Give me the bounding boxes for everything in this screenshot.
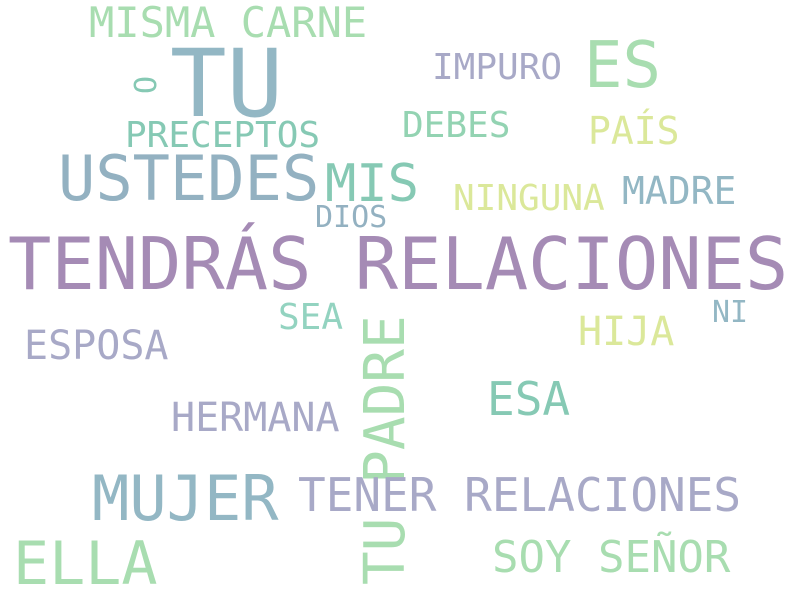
word-hermana: HERMANA [171,395,340,441]
word-sea: SEA [278,297,344,338]
word-dios: DIOS [315,200,388,235]
word-soy-senor: SOY SEÑOR [492,532,731,583]
word-hija: HIJA [578,309,675,355]
word-ni: NI [712,295,749,330]
word-tu-padre: TU PADRE [353,315,418,585]
word-impuro: IMPURO [432,47,563,88]
word-tendras-relaciones: TENDRÁS RELACIONES [8,222,789,306]
word-esposa: ESPOSA [24,323,169,369]
word-o: O [129,75,164,94]
word-ninguna: NINGUNA [453,178,605,219]
word-mis: MIS [325,154,419,214]
word-es: ES [584,29,662,103]
word-debes: DEBES [402,105,511,146]
word-pais: PAÍS [588,109,680,153]
word-misma-carne: MISMA CARNE [89,0,368,47]
word-tener-relaciones: TENER RELACIONES [298,468,742,522]
word-tu-big: TU [170,30,284,139]
word-mujer: MUJER [92,462,279,535]
word-madre: MADRE [622,169,737,213]
word-preceptos: PRECEPTOS [125,115,321,156]
word-ella: ELLA [13,529,158,599]
word-esa: ESA [487,372,571,426]
word-ustedes: USTEDES [58,142,320,215]
